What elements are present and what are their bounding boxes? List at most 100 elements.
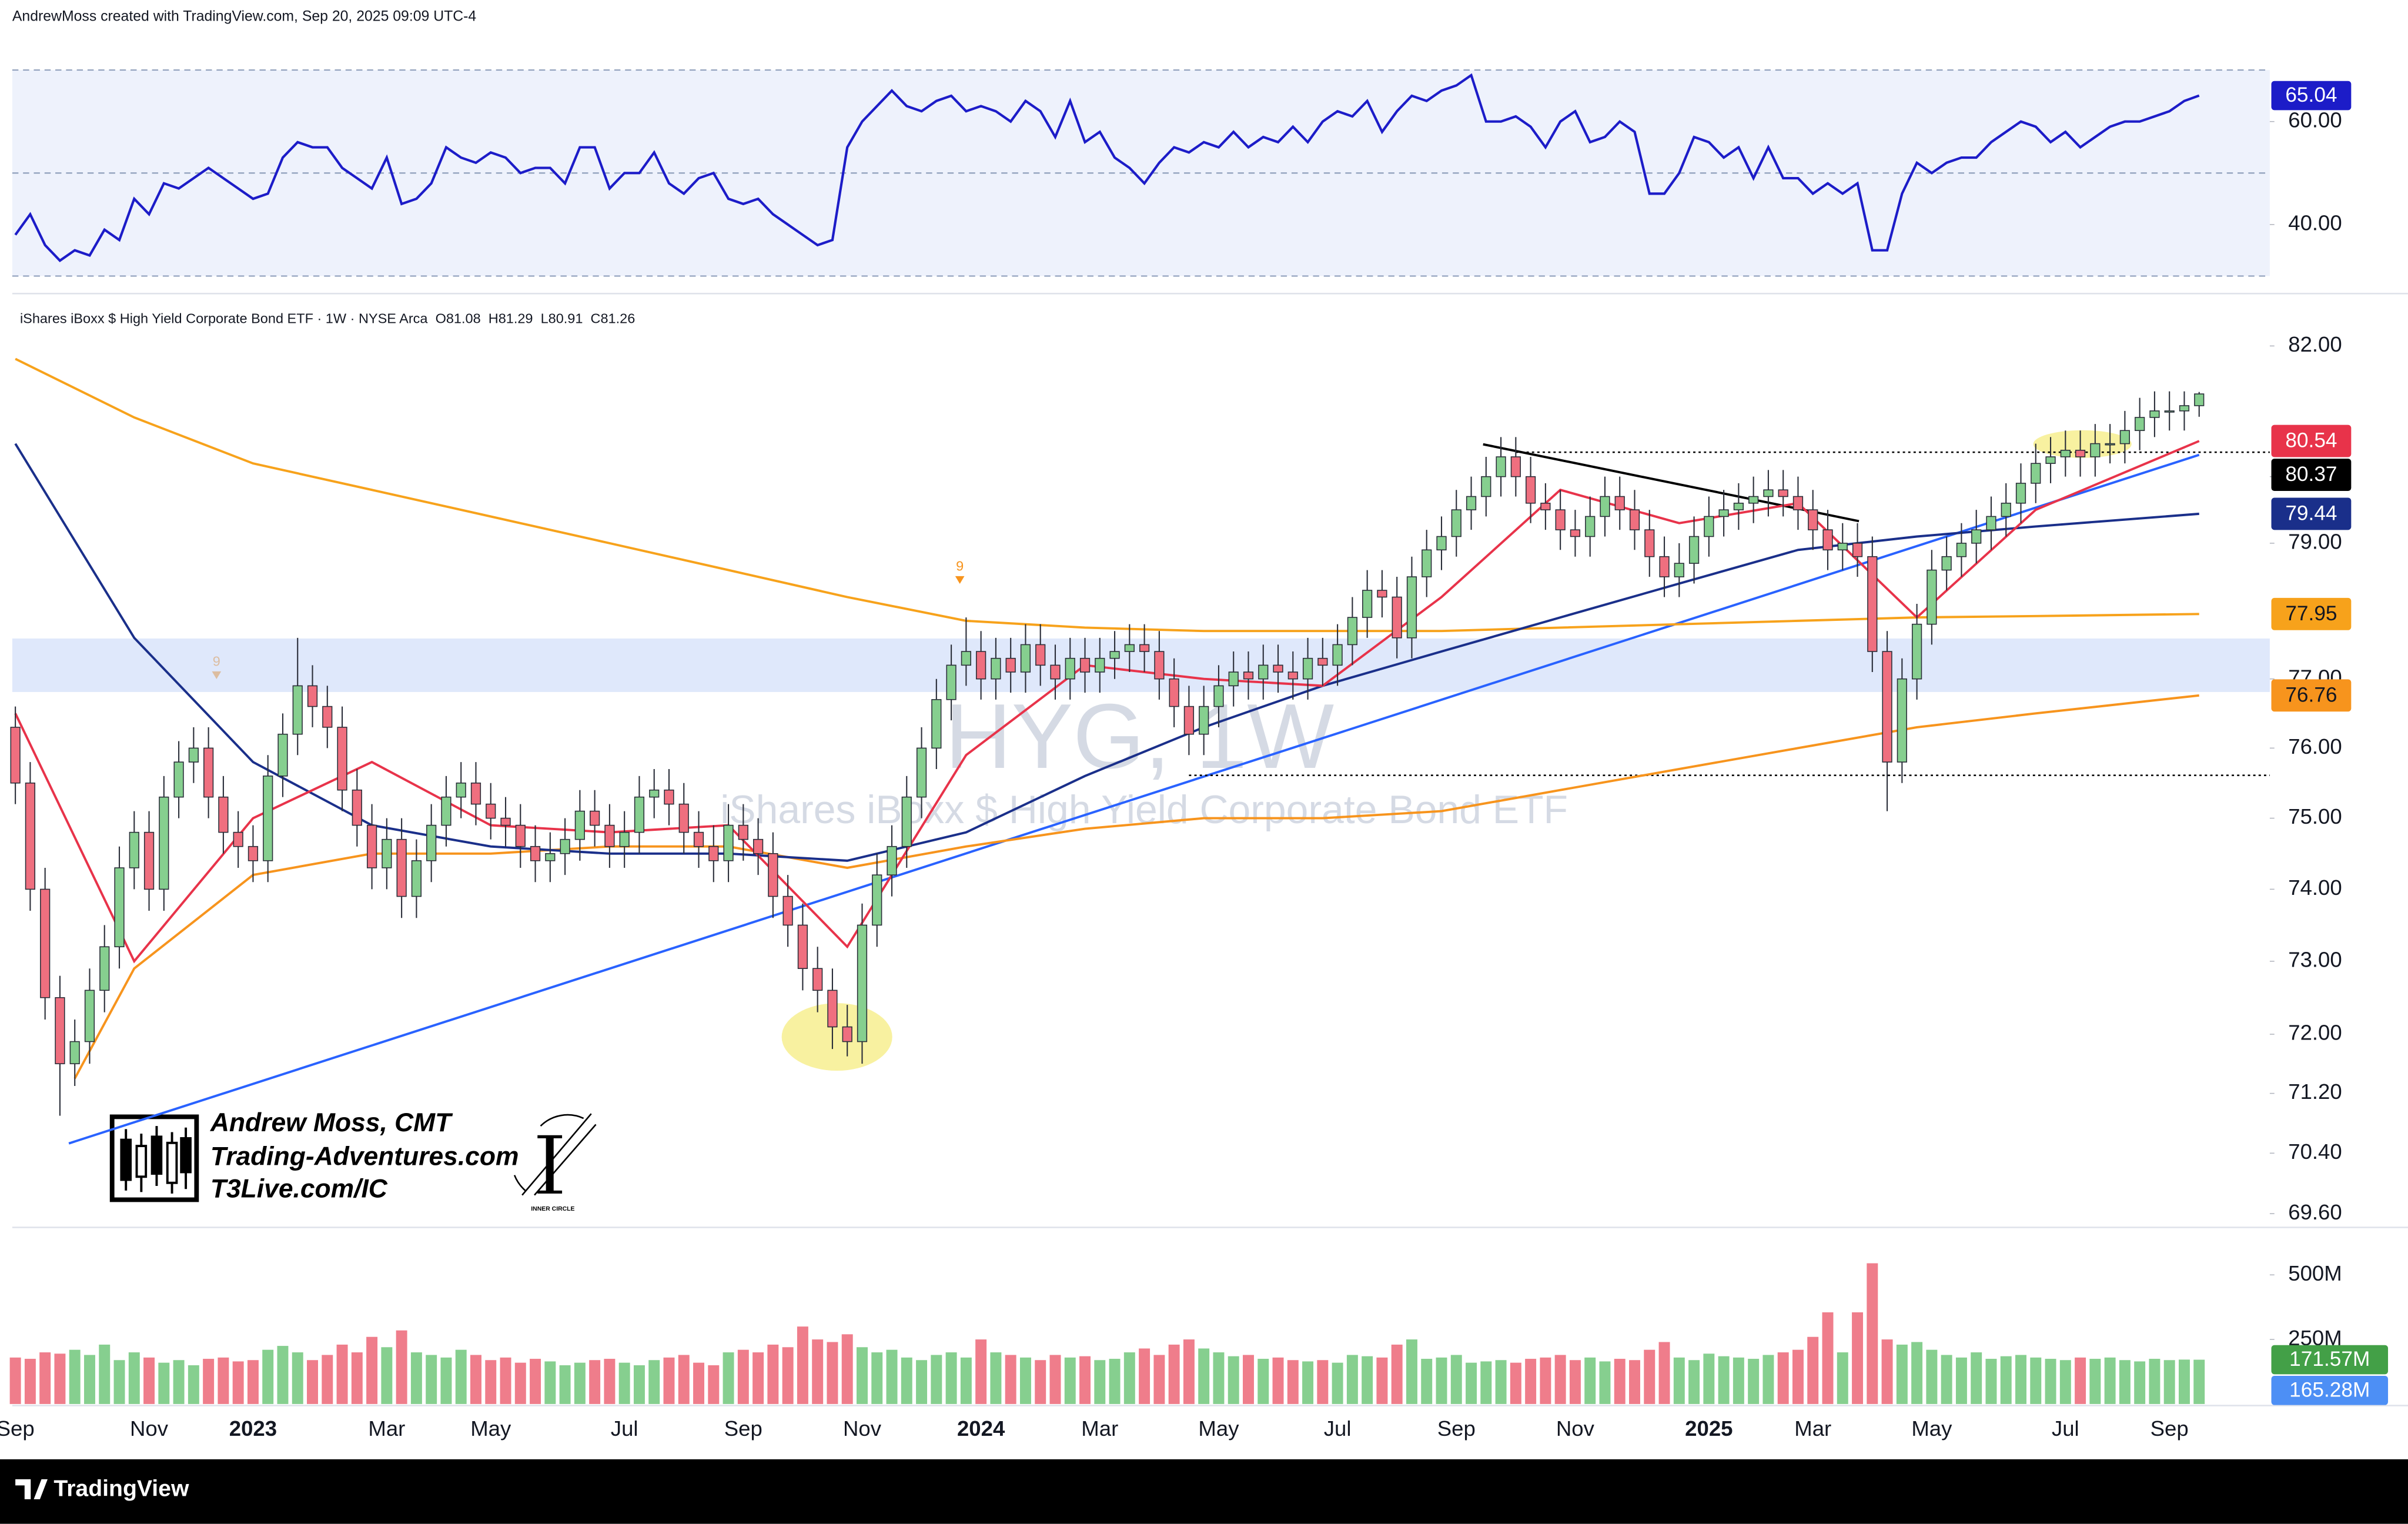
volume-bar — [2163, 1360, 2175, 1404]
volume-bar — [1466, 1362, 1477, 1404]
volume-bar — [455, 1349, 467, 1404]
volume-bar — [113, 1360, 125, 1404]
volume-bar — [1005, 1355, 1016, 1404]
watermark: HYG, 1W — [945, 685, 1334, 788]
candle-body — [69, 1041, 80, 1064]
volume-bar — [1584, 1357, 1596, 1404]
candle-body — [1154, 651, 1165, 680]
volume-bar — [2089, 1359, 2101, 1404]
volume-bar — [410, 1352, 422, 1404]
candle-body — [1748, 496, 1759, 504]
candle-body — [1020, 644, 1031, 673]
volume-bar — [663, 1357, 675, 1404]
y-tick-label: 500M — [2288, 1261, 2342, 1285]
candle-body — [1377, 590, 1387, 598]
candle-body — [872, 874, 882, 926]
legend-title: iShares iBoxx $ High Yield Corporate Bon… — [20, 311, 428, 326]
candle-body — [1258, 664, 1269, 680]
price-tag — [2271, 425, 2352, 457]
volume-bar — [975, 1339, 987, 1404]
volume-bar — [1109, 1359, 1121, 1404]
volume-bar — [500, 1357, 511, 1404]
candle-body — [114, 867, 125, 948]
volume-bar — [1064, 1357, 1076, 1404]
y-tick-label: 82.00 — [2288, 332, 2342, 356]
moving-average — [15, 357, 2199, 633]
volume-bar — [381, 1347, 393, 1404]
candle-body — [857, 924, 868, 1042]
volume-bar — [203, 1359, 215, 1404]
volume-bar — [1406, 1339, 1417, 1404]
volume-bar — [797, 1326, 808, 1404]
candle-body — [1496, 456, 1506, 477]
volume-bar — [128, 1352, 140, 1404]
candle-body — [1317, 657, 1328, 666]
candle-body — [1169, 678, 1179, 707]
candle-body — [1065, 657, 1075, 680]
candle-body — [2194, 393, 2205, 406]
volume-bar — [871, 1352, 883, 1404]
candle-body — [456, 782, 466, 798]
candle-body — [664, 789, 674, 805]
candle-body — [1451, 509, 1461, 537]
volume-bar — [1688, 1360, 1700, 1404]
x-tick-label: Sep — [2151, 1416, 2189, 1441]
volume-bar — [1228, 1356, 1239, 1404]
x-tick-label: Mar — [368, 1416, 405, 1441]
candle-body — [2090, 443, 2101, 457]
volume-bar — [1658, 1342, 1670, 1404]
footer-logo-icon — [15, 1479, 48, 1499]
candle-body — [470, 782, 481, 805]
candle-body — [1183, 706, 1195, 735]
volume-bar — [1554, 1355, 1566, 1404]
candle-body — [916, 747, 927, 798]
volume-bar — [1421, 1359, 1433, 1404]
volume-bar — [1718, 1356, 1730, 1404]
footer-bar — [0, 1459, 2408, 1524]
candle-body — [738, 824, 748, 840]
candle-body — [1792, 496, 1804, 510]
volume-bar — [1822, 1312, 1834, 1404]
candle-body — [263, 776, 273, 861]
x-tick-label: May — [470, 1416, 511, 1441]
price-tag-label: 77.95 — [2285, 602, 2337, 625]
volume-bar — [574, 1362, 586, 1404]
volume-bar — [960, 1357, 972, 1404]
candle-body — [248, 845, 259, 861]
candle-body — [1555, 509, 1566, 530]
volume-bar — [366, 1336, 378, 1404]
candle-body — [1302, 657, 1313, 680]
candle-body — [1139, 644, 1150, 652]
volume-bar — [188, 1365, 199, 1404]
volume-bar — [322, 1355, 333, 1404]
candle-body — [1778, 489, 1788, 497]
candle-body — [1095, 657, 1105, 673]
price-tag-label: 171.57M — [2289, 1348, 2370, 1371]
candle-body — [218, 796, 229, 833]
candle-body — [1808, 509, 1818, 530]
volume-bar — [812, 1339, 824, 1404]
volume-bar — [752, 1352, 764, 1404]
volume-bar — [277, 1346, 289, 1404]
volume-bar — [841, 1334, 853, 1404]
x-tick-label: Nov — [130, 1416, 169, 1441]
price-tag — [2271, 1375, 2389, 1405]
volume-bar — [262, 1349, 274, 1404]
candle-body — [991, 657, 1001, 680]
legend-low: L80.91 — [541, 311, 583, 326]
volume-bar — [2045, 1359, 2056, 1404]
candle-body — [411, 860, 422, 897]
candle-body — [1332, 644, 1343, 666]
y-tick-label: 60.00 — [2288, 108, 2342, 132]
candle-body — [337, 727, 347, 791]
volume-bar — [1168, 1344, 1180, 1404]
volume-bar — [1510, 1362, 1521, 1404]
volume-bar — [2075, 1357, 2086, 1404]
volume-bar — [218, 1357, 229, 1404]
watermark-subtitle: iShares iBoxx $ High Yield Corporate Bon… — [720, 788, 1568, 832]
candle-body — [1837, 543, 1848, 551]
volume-bar — [1837, 1352, 1848, 1404]
marker-arrow — [955, 576, 965, 584]
volume-bar — [1436, 1357, 1447, 1404]
price-tag-label: 79.44 — [2285, 502, 2337, 525]
